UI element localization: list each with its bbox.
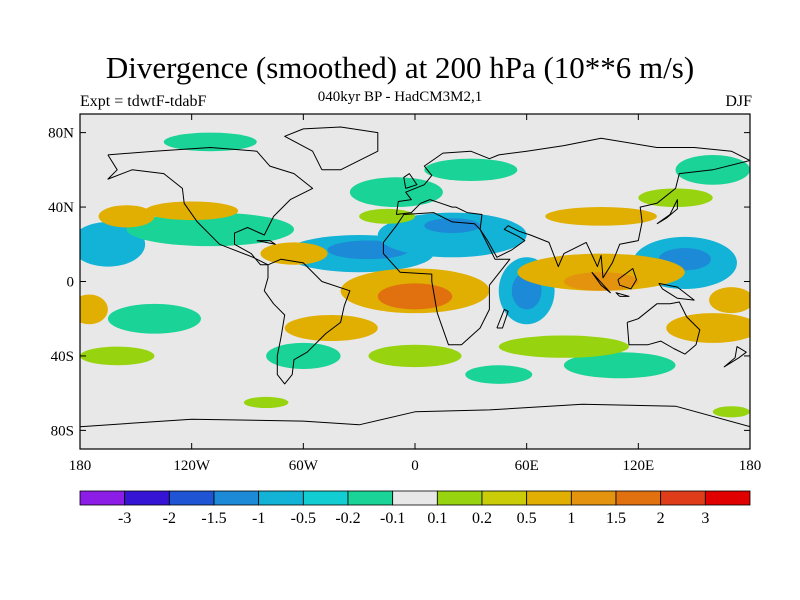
divergence-patch [107,303,201,334]
divergence-patch [266,342,341,369]
page-title: Divergence (smoothed) at 200 hPa (10**6 … [105,50,695,85]
coastline [80,403,750,428]
divergence-patch [563,272,639,291]
colorbar-swatch [347,490,394,506]
divergence-patch [163,132,257,152]
colorbar-swatch [704,490,751,506]
divergence-patch [349,177,443,208]
map-plot-area [80,114,750,449]
lat-tick-label: 0 [67,275,75,291]
season-label: DJF [725,93,752,110]
colorbar-label: 0.1 [427,510,447,527]
divergence-patch [712,406,750,418]
colorbar-label: 0.5 [517,510,537,527]
coastline [256,240,276,245]
coastline [263,258,351,385]
lat-tick-label: 40N [48,200,74,216]
divergence-patch [377,283,453,310]
coastline [382,212,511,346]
colorbar-swatch [481,490,528,506]
coastline [395,137,750,279]
colorbar-swatch [526,490,572,506]
divergence-patch [666,313,750,343]
coastline [723,346,747,368]
colorbar-label: -1.5 [201,510,226,527]
colorbar-swatch [392,490,438,506]
divergence-patch [260,242,328,265]
colorbar-swatch [79,490,126,506]
colorbar-swatch [615,490,662,506]
divergence-patch [377,212,527,258]
colorbar-label: -2 [163,510,176,527]
divergence-patch [80,346,155,366]
latitude-axis: 80N 40N 0 40S 80S [48,126,750,439]
divergence-patch [498,335,630,358]
divergence-patch [368,344,462,368]
coastline [403,173,418,189]
experiment-label: Expt = tdwtF-tdabF [80,93,207,110]
lon-tick-label: 0 [411,458,419,474]
lat-tick-label: 80S [51,423,74,439]
lon-tick-label: 60W [289,458,319,474]
colorbar-label: 0.2 [472,510,492,527]
colorbar-swatch [570,490,617,506]
colorbar-swatch [258,490,304,506]
divergence-patch [465,365,533,384]
divergence-patch [424,218,481,234]
colorbar-label: -3 [118,510,131,527]
coastlines [80,126,750,428]
coastline [496,308,509,329]
divergence-patch [563,352,676,379]
colorbar-swatch [213,490,260,506]
colorbar: -3 -2 -1.5 -1 -0.5 -0.2 -0.1 0.1 0.2 0.5 1 1.5 2 3 [79,490,751,527]
colorbar-swatch [302,490,349,506]
colorbar-label: 1 [567,510,575,527]
lat-tick-label: 80N [48,126,74,142]
divergence-patch [359,208,416,224]
lon-tick-label: 180 [739,458,762,474]
divergence-patch [638,188,713,208]
lon-tick-label: 180 [69,458,92,474]
coastline [107,147,314,266]
lon-tick-label: 120E [622,458,654,474]
divergence-patch [145,201,239,221]
divergence-patch [98,205,155,228]
colorbar-label: 1.5 [606,510,626,527]
longitude-axis: 180 120W 60W 0 60E 120E 180 [69,114,762,474]
coastline [656,199,678,225]
lon-tick-label: 120W [173,458,211,474]
colorbar-label: 2 [657,510,665,527]
colorbar-label: -1 [252,510,265,527]
divergence-patch [545,207,657,226]
colorbar-swatch [436,490,483,506]
divergence-patch [424,158,518,181]
divergence-patch [80,294,108,325]
colorbar-label: -0.2 [335,510,360,527]
divergence-patch [126,212,295,247]
coastline [658,282,695,301]
colorbar-label: -0.1 [380,510,405,527]
colorbar-swatch [124,490,170,506]
colorbar-swatch [660,490,706,506]
lat-tick-label: 40S [51,349,74,365]
colorbar-swatch [168,490,215,506]
colorbar-label: -0.5 [291,510,316,527]
colorbar-label: 3 [701,510,709,527]
divergence-patch [709,287,750,314]
coastline [615,292,630,297]
coastline [617,268,637,290]
lon-tick-label: 60E [515,458,539,474]
divergence-patch [243,396,289,409]
coastline [591,271,611,294]
divergence-patch [284,315,378,342]
coastline [284,126,379,171]
coastline [626,301,701,355]
model-subtitle: 040kyr BP - HadCM3M2,1 [317,89,483,105]
